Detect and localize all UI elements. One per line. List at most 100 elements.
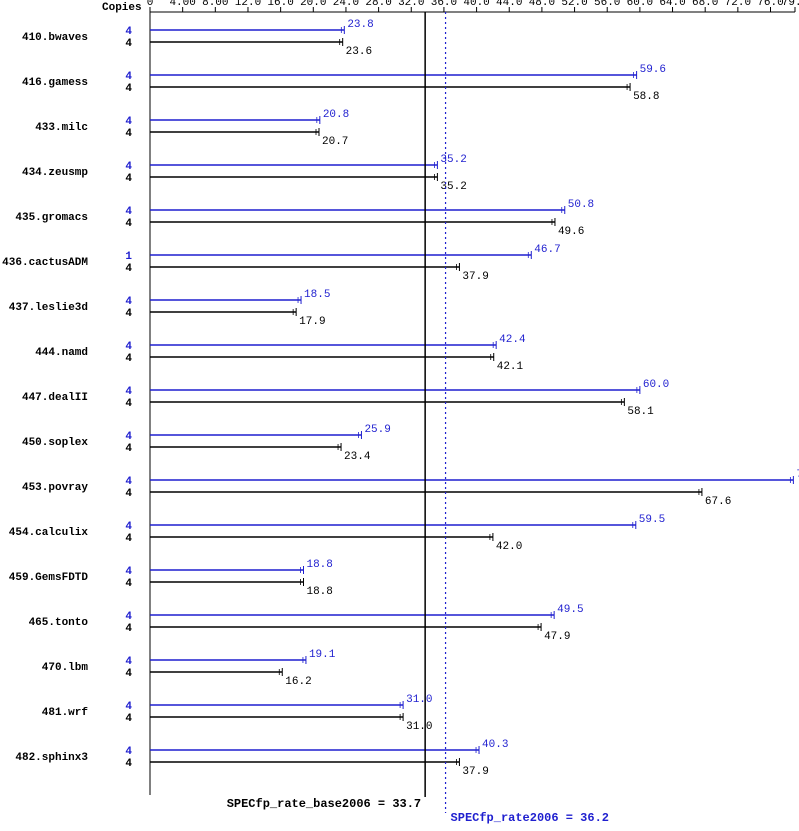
peak-copies: 4 bbox=[125, 341, 132, 353]
peak-value: 31.0 bbox=[406, 694, 432, 706]
peak-value: 23.8 bbox=[347, 19, 373, 31]
benchmark-label: 482.sphinx3 bbox=[15, 752, 88, 764]
base-copies: 4 bbox=[125, 533, 132, 545]
benchmark-label: 447.dealII bbox=[22, 392, 88, 404]
base-copies: 4 bbox=[125, 83, 132, 95]
x-tick-label: 20.0 bbox=[300, 0, 326, 9]
peak-copies: 4 bbox=[125, 521, 132, 533]
peak-value: 18.5 bbox=[304, 289, 330, 301]
peak-value: 46.7 bbox=[534, 244, 560, 256]
peak-value: 59.6 bbox=[640, 64, 666, 76]
base-value: 35.2 bbox=[440, 181, 466, 193]
base-copies: 4 bbox=[125, 128, 132, 140]
peak-value: 59.5 bbox=[639, 514, 665, 526]
x-tick-label: 72.0 bbox=[725, 0, 751, 9]
x-tick-label: 79.0 bbox=[782, 0, 799, 9]
peak-copies: 4 bbox=[125, 611, 132, 623]
base-copies: 4 bbox=[125, 758, 132, 770]
base-value: 58.1 bbox=[627, 406, 654, 418]
benchmark-label: 433.milc bbox=[35, 122, 88, 134]
peak-copies: 4 bbox=[125, 71, 132, 83]
benchmark-label: 435.gromacs bbox=[15, 212, 88, 224]
benchmark-label: 450.soplex bbox=[22, 437, 88, 449]
x-tick-label: 32.0 bbox=[398, 0, 424, 9]
peak-value: 18.8 bbox=[306, 559, 332, 571]
base-value: 23.4 bbox=[344, 451, 371, 463]
base-copies: 4 bbox=[125, 38, 132, 50]
base-value: 23.6 bbox=[346, 46, 372, 58]
peak-copies: 4 bbox=[125, 296, 132, 308]
peak-copies: 4 bbox=[125, 206, 132, 218]
peak-copies: 4 bbox=[125, 566, 132, 578]
x-tick-label: 8.00 bbox=[202, 0, 228, 9]
benchmark-label: 465.tonto bbox=[29, 617, 89, 629]
base-value: 18.8 bbox=[306, 586, 332, 598]
x-tick-label: 0 bbox=[147, 0, 154, 9]
base-value: 49.6 bbox=[558, 226, 584, 238]
x-tick-label: 24.0 bbox=[333, 0, 359, 9]
x-tick-label: 40.0 bbox=[463, 0, 489, 9]
benchmark-label: 453.povray bbox=[22, 482, 88, 494]
benchmark-label: 436.cactusADM bbox=[2, 257, 88, 269]
benchmark-label: 470.lbm bbox=[42, 662, 89, 674]
peak-value: 19.1 bbox=[309, 649, 336, 661]
base-value: 17.9 bbox=[299, 316, 325, 328]
x-tick-label: 56.0 bbox=[594, 0, 620, 9]
benchmark-label: 437.leslie3d bbox=[9, 302, 88, 314]
peak-value: 50.8 bbox=[568, 199, 594, 211]
base-copies: 4 bbox=[125, 713, 132, 725]
peak-summary: SPECfp_rate2006 = 36.2 bbox=[451, 811, 609, 825]
peak-value: 42.4 bbox=[499, 334, 526, 346]
base-copies: 4 bbox=[125, 353, 132, 365]
base-value: 16.2 bbox=[285, 676, 311, 688]
base-copies: 4 bbox=[125, 398, 132, 410]
x-tick-label: 76.0 bbox=[757, 0, 783, 9]
base-value: 67.6 bbox=[705, 496, 731, 508]
base-value: 47.9 bbox=[544, 631, 570, 643]
benchmark-label: 459.GemsFDTD bbox=[9, 572, 89, 584]
benchmark-label: 444.namd bbox=[35, 347, 88, 359]
x-tick-label: 52.0 bbox=[561, 0, 587, 9]
base-value: 20.7 bbox=[322, 136, 348, 148]
base-value: 58.8 bbox=[633, 91, 659, 103]
x-tick-label: 64.0 bbox=[659, 0, 685, 9]
peak-value: 20.8 bbox=[323, 109, 349, 121]
peak-copies: 4 bbox=[125, 161, 132, 173]
spec-rate-chart: 04.008.0012.016.020.024.028.032.036.040.… bbox=[0, 0, 799, 831]
peak-copies: 4 bbox=[125, 431, 132, 443]
peak-value: 40.3 bbox=[482, 739, 508, 751]
base-copies: 4 bbox=[125, 488, 132, 500]
benchmark-label: 416.gamess bbox=[22, 77, 88, 89]
peak-copies: 4 bbox=[125, 476, 132, 488]
x-tick-label: 48.0 bbox=[529, 0, 555, 9]
base-copies: 4 bbox=[125, 218, 132, 230]
base-copies: 4 bbox=[125, 308, 132, 320]
x-tick-label: 68.0 bbox=[692, 0, 718, 9]
x-tick-label: 16.0 bbox=[267, 0, 293, 9]
base-value: 42.1 bbox=[497, 361, 524, 373]
peak-copies: 4 bbox=[125, 26, 132, 38]
base-copies: 4 bbox=[125, 173, 132, 185]
peak-copies: 4 bbox=[125, 746, 132, 758]
peak-copies: 1 bbox=[125, 251, 132, 263]
x-tick-label: 4.00 bbox=[169, 0, 195, 9]
base-copies: 4 bbox=[125, 623, 132, 635]
base-copies: 4 bbox=[125, 443, 132, 455]
peak-copies: 4 bbox=[125, 116, 132, 128]
benchmark-label: 481.wrf bbox=[42, 707, 89, 719]
base-summary: SPECfp_rate_base2006 = 33.7 bbox=[227, 797, 421, 811]
peak-value: 25.9 bbox=[364, 424, 390, 436]
base-value: 37.9 bbox=[462, 271, 488, 283]
peak-copies: 4 bbox=[125, 386, 132, 398]
x-tick-label: 36.0 bbox=[431, 0, 457, 9]
x-tick-label: 44.0 bbox=[496, 0, 522, 9]
peak-copies: 4 bbox=[125, 656, 132, 668]
benchmark-label: 454.calculix bbox=[9, 527, 89, 539]
peak-value: 60.0 bbox=[643, 379, 669, 391]
base-value: 37.9 bbox=[462, 766, 488, 778]
x-tick-label: 12.0 bbox=[235, 0, 261, 9]
benchmark-label: 434.zeusmp bbox=[22, 167, 88, 179]
base-value: 31.0 bbox=[406, 721, 432, 733]
peak-value: 35.2 bbox=[440, 154, 466, 166]
base-copies: 4 bbox=[125, 263, 132, 275]
